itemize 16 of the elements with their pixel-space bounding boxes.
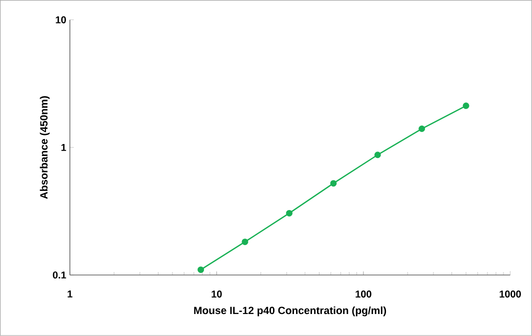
point: [374, 152, 381, 158]
y-axis-title: Absorbance (450nm): [40, 96, 50, 199]
point: [462, 102, 470, 110]
point: [418, 126, 426, 132]
x-tick-label: 1000: [500, 290, 521, 298]
point: [330, 180, 337, 187]
x-axis-title: Mouse IL-12 p40 Concentration (pg/ml): [194, 306, 386, 316]
y-tick-label: 1: [61, 144, 66, 151]
x-tick-label: 100: [356, 290, 372, 298]
point: [242, 238, 248, 246]
point: [286, 210, 293, 217]
x-tick-label: 10: [212, 290, 222, 298]
x-tick-label: 1: [68, 290, 72, 298]
y-tick-label: 10: [56, 16, 66, 24]
y-tick-label: 0.1: [52, 272, 66, 279]
point: [198, 266, 204, 274]
